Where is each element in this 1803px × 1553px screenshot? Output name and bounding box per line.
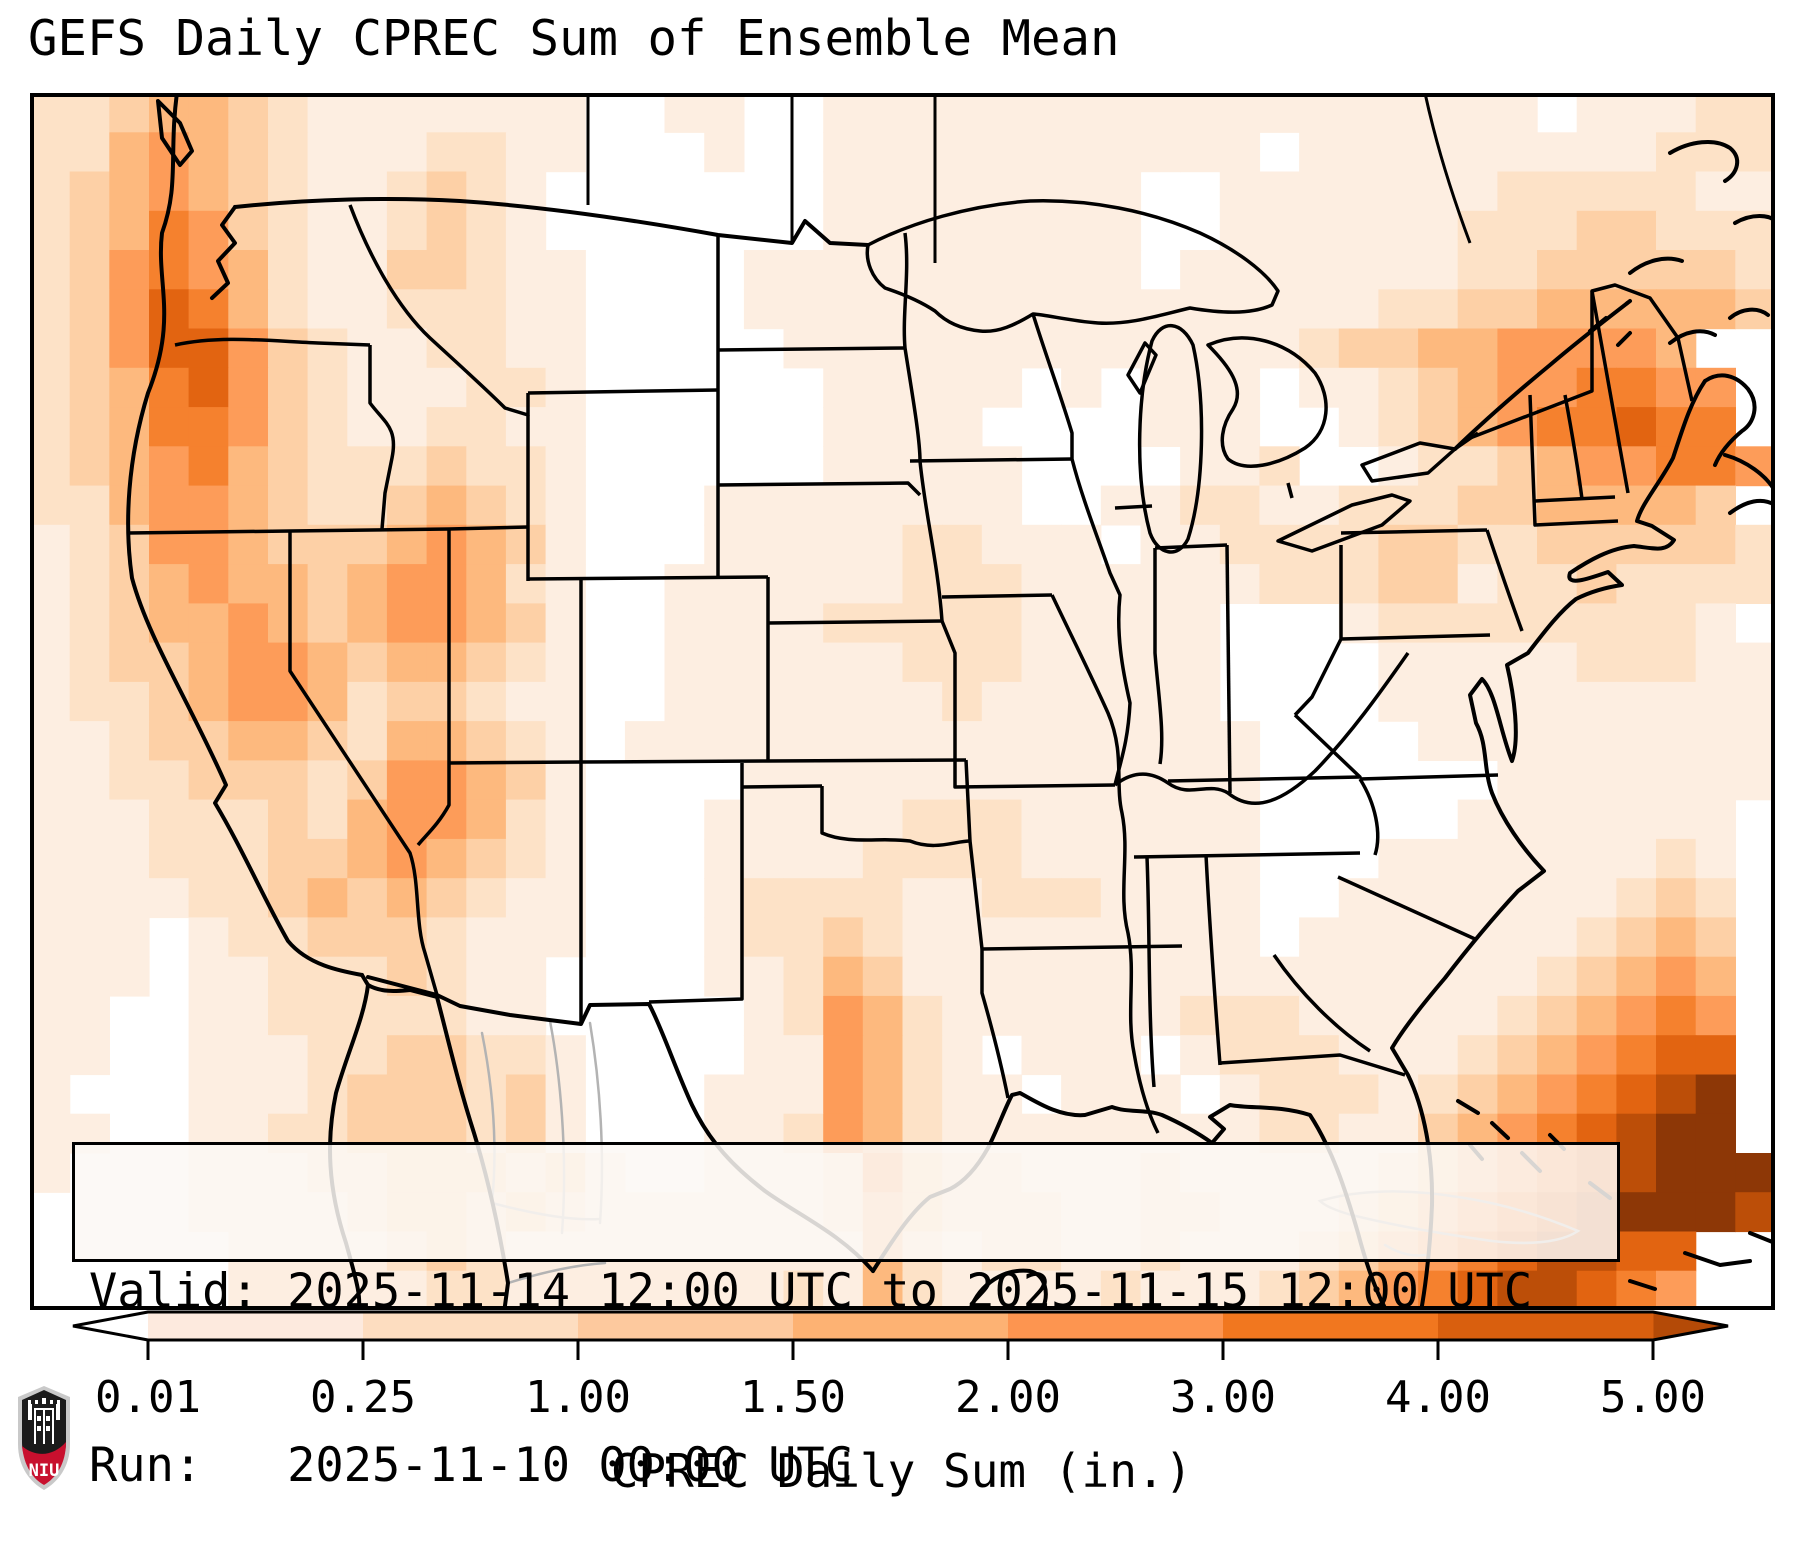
colorbar-tick-label: 5.00 bbox=[1600, 1372, 1706, 1423]
colorbar-scale: 0.01 0.25 1.00 1.50 2.00 3.00 4.00 5.00 bbox=[72, 1310, 1729, 1423]
niu-logo: NIU bbox=[16, 1384, 72, 1492]
valid-line: Valid: 2025-11-14 12:00 UTC to 2025-11-1… bbox=[89, 1264, 1533, 1319]
great-lakes-outlines bbox=[865, 199, 1457, 554]
colorbar-tick-label: 4.00 bbox=[1385, 1372, 1491, 1423]
colorbar-tick-label: 3.00 bbox=[1170, 1372, 1276, 1423]
precip-map bbox=[30, 93, 1775, 1310]
map-frame-border bbox=[30, 93, 1775, 1310]
colorbar-tick-label: 1.00 bbox=[525, 1372, 631, 1423]
province-borders bbox=[586, 93, 1472, 263]
colorbar-tick-label: 1.50 bbox=[740, 1372, 846, 1423]
precip-map-canvas bbox=[30, 93, 1775, 1310]
colorbar-tick-label: 2.00 bbox=[955, 1372, 1061, 1423]
niu-text: NIU bbox=[29, 1461, 60, 1481]
colorbar-tick-label: 0.01 bbox=[95, 1372, 201, 1423]
run-line: Run: 2025-11-10 00:00 UTC bbox=[89, 1438, 854, 1493]
colorbar-tick-label: 0.25 bbox=[310, 1372, 416, 1423]
valid-run-annotation: Valid: 2025-11-14 12:00 UTC to 2025-11-1… bbox=[72, 1142, 1620, 1493]
page-title: GEFS Daily CPREC Sum of Ensemble Mean bbox=[28, 10, 1120, 67]
colorbar-axis-label: CPREC Daily Sum (in.) bbox=[610, 1444, 1193, 1498]
colorbar: 0.01 0.25 1.00 1.50 2.00 3.00 4.00 5.00 CPREC D… bbox=[0, 1306, 1803, 1500]
niu-shield-icon: NIU bbox=[18, 1386, 70, 1490]
castle-icon bbox=[28, 1398, 60, 1444]
state-borders bbox=[127, 204, 1694, 1134]
